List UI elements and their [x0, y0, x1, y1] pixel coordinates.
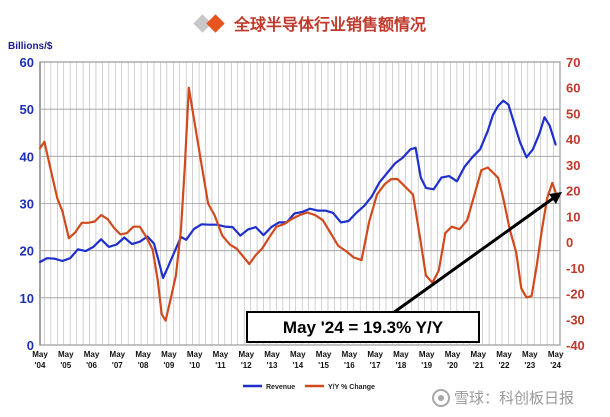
x-tick-year-label: '14	[292, 361, 303, 370]
series-line-yoy-change	[38, 86, 557, 322]
y-left-tick-label: 10	[20, 291, 34, 306]
x-tick-month-label: May	[522, 350, 538, 359]
x-tick-year-label: '19	[421, 361, 432, 370]
y-right-tick-label: 20	[566, 184, 580, 199]
x-tick-year-label: '07	[112, 361, 123, 370]
x-tick-month-label: May	[290, 350, 306, 359]
x-tick-year-label: '18	[396, 361, 407, 370]
x-tick-year-label: '04	[35, 361, 46, 370]
diamond-logo-icon	[193, 14, 225, 33]
y-right-tick-label: 0	[566, 235, 573, 250]
x-tick-year-label: '17	[370, 361, 381, 370]
y-right-ticks: -40 -30 -20 -10 0 10 20 30 40 50 60 70	[566, 55, 585, 353]
x-tick-month-label: May	[213, 350, 229, 359]
y-right-tick-label: 50	[566, 106, 580, 121]
x-tick-month-label: May	[548, 350, 564, 359]
legend-label-revenue: Revenue	[266, 384, 295, 391]
y-right-tick-label: -40	[566, 338, 585, 353]
x-tick-year-label: '20	[447, 361, 458, 370]
x-tick-month-label: May	[135, 350, 151, 359]
y-left-tick-label: 50	[20, 102, 34, 117]
annotation-text: May '24 = 19.3% Y/Y	[283, 318, 444, 337]
series-lines	[38, 86, 557, 322]
y-left-tick-label: 20	[20, 244, 34, 259]
x-tick-month-label: May	[419, 350, 435, 359]
x-tick-year-label: '09	[163, 361, 174, 370]
y-left-tick-label: 30	[20, 197, 34, 212]
x-tick-year-label: '24	[550, 361, 561, 370]
x-tick-year-label: '12	[241, 361, 252, 370]
x-tick-month-label: May	[161, 350, 177, 359]
x-tick-month-label: May	[32, 350, 48, 359]
series-line-revenue	[38, 99, 557, 280]
y-left-ticks: 0 10 20 30 40 50 60	[20, 55, 34, 353]
x-tick-month-label: May	[84, 350, 100, 359]
annotation-box	[246, 311, 480, 343]
x-tick-year-label: '22	[499, 361, 510, 370]
annotation-arrowhead-icon	[549, 192, 562, 204]
x-tick-month-label: May	[58, 350, 74, 359]
x-tick-month-label: May	[187, 350, 203, 359]
orange-diamond-icon	[206, 14, 225, 33]
y-right-tick-label: 10	[566, 209, 580, 224]
x-tick-year-label: '21	[473, 361, 484, 370]
y-right-tick-label: 30	[566, 158, 580, 173]
x-tick-year-label: '13	[267, 361, 278, 370]
legend: Revenue Y/Y % Change	[243, 384, 375, 391]
x-tick-year-label: '15	[318, 361, 329, 370]
y-left-tick-label: 40	[20, 149, 34, 164]
x-tick-month-label: May	[496, 350, 512, 359]
x-tick-year-label: '23	[524, 361, 535, 370]
annotation-arrow-shaft	[392, 195, 556, 315]
x-ticks: May '04 May '05 May '06 May '07 May '08 May '09 May '…	[32, 350, 564, 370]
y-left-unit-label: Billions/$	[8, 41, 53, 52]
x-tick-year-label: '11	[215, 361, 226, 370]
y-left-tick-label: 60	[20, 55, 34, 70]
x-tick-year-label: '16	[344, 361, 355, 370]
x-tick-month-label: May	[470, 350, 486, 359]
y-right-tick-label: -30	[566, 312, 585, 327]
x-tick-month-label: May	[393, 350, 409, 359]
x-tick-month-label: May	[264, 350, 280, 359]
y-right-tick-label: -10	[566, 261, 585, 276]
x-tick-month-label: May	[445, 350, 461, 359]
x-tick-month-label: May	[110, 350, 126, 359]
x-tick-month-label: May	[238, 350, 254, 359]
y-right-tick-label: 70	[566, 55, 580, 70]
y-right-tick-label: 60	[566, 81, 580, 96]
watermark-text: 雪球：科创板日报	[454, 389, 574, 407]
header: 全球半导体行业销售额情况	[193, 14, 426, 34]
x-tick-month-label: May	[367, 350, 383, 359]
x-tick-year-label: '05	[60, 361, 71, 370]
y-right-tick-label: 40	[566, 132, 580, 147]
page-title: 全球半导体行业销售额情况	[233, 15, 426, 34]
legend-label-yoy: Y/Y % Change	[328, 384, 375, 391]
x-tick-year-label: '08	[138, 361, 149, 370]
snowball-logo-icon	[432, 389, 450, 407]
x-tick-month-label: May	[316, 350, 332, 359]
y-right-tick-label: -20	[566, 287, 585, 302]
snowball-logo-dot	[438, 395, 444, 401]
annotation-callout: May '24 = 19.3% Y/Y	[246, 192, 562, 343]
grey-diamond-icon	[193, 14, 212, 33]
y-left-tick-label: 0	[27, 338, 34, 353]
x-tick-year-label: '06	[86, 361, 97, 370]
x-tick-year-label: '10	[189, 361, 200, 370]
gridlines	[40, 61, 561, 346]
x-tick-month-label: May	[342, 350, 358, 359]
watermark: 雪球：科创板日报	[432, 389, 574, 407]
snowball-logo-ring	[432, 389, 450, 407]
